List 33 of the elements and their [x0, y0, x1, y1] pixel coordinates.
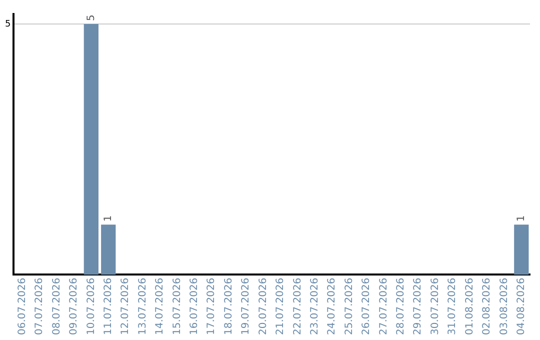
x-tick-label: 18.07.2026 — [223, 278, 234, 336]
x-tick-label: 04.08.2026 — [516, 278, 527, 336]
x-tick-label: 07.07.2026 — [34, 278, 46, 336]
x-tick-label: 11.07.2026 — [102, 278, 114, 336]
x-tick-label: 21.07.2026 — [275, 278, 286, 336]
x-tick-label: 29.07.2026 — [412, 278, 424, 336]
x-tick-label: 12.07.2026 — [120, 278, 132, 336]
data-label: 1 — [102, 215, 114, 222]
x-tick-label: 03.08.2026 — [498, 278, 510, 336]
x-tick-label: 16.07.2026 — [189, 278, 200, 336]
x-tick-label: 01.08.2026 — [464, 278, 476, 336]
x-tick-label: 15.07.2026 — [172, 278, 183, 336]
data-label: 1 — [516, 215, 527, 222]
x-tick-label: 19.07.2026 — [240, 278, 252, 336]
x-tick-label: 17.07.2026 — [206, 278, 218, 336]
x-tick-label: 30.07.2026 — [430, 278, 441, 336]
x-tick-label: 13.07.2026 — [137, 278, 148, 336]
x-tick-label: 02.08.2026 — [482, 278, 493, 336]
x-tick-label: 24.07.2026 — [326, 278, 338, 336]
x-tick-label: 10.07.2026 — [86, 278, 97, 336]
x-tick-label: 31.07.2026 — [447, 278, 458, 336]
x-tick-label: 23.07.2026 — [309, 278, 320, 336]
x-tick-label: 14.07.2026 — [154, 278, 166, 336]
x-tick-label: 26.07.2026 — [361, 278, 372, 336]
x-tick-label: 20.07.2026 — [258, 278, 269, 336]
x-tick-label: 25.07.2026 — [344, 278, 355, 336]
x-tick-label: 22.07.2026 — [292, 278, 304, 336]
x-tick-label: 06.07.2026 — [16, 278, 28, 336]
x-tick-label: 27.07.2026 — [378, 278, 390, 336]
data-label: 5 — [86, 14, 97, 22]
x-tick-label: 28.07.2026 — [396, 278, 407, 336]
x-tick-label: 08.07.2026 — [51, 278, 62, 336]
x-tick-label: 09.07.2026 — [68, 278, 80, 336]
